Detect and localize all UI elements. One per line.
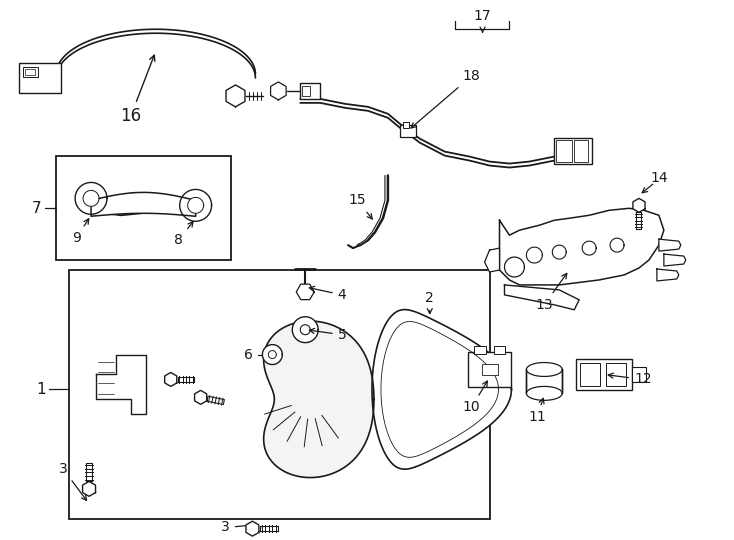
Polygon shape: [269, 350, 276, 359]
Bar: [19, 63, 61, 93]
Polygon shape: [83, 481, 95, 496]
Polygon shape: [552, 245, 566, 259]
Text: 12: 12: [608, 373, 652, 387]
Text: 3: 3: [221, 519, 230, 534]
Bar: [473, 346, 486, 354]
Text: 11: 11: [528, 399, 546, 424]
Bar: [493, 346, 506, 354]
Text: 5: 5: [309, 328, 346, 342]
Bar: [526, 369, 562, 393]
Text: 1: 1: [37, 382, 46, 397]
Bar: [403, 122, 409, 128]
Bar: [300, 83, 320, 99]
Bar: [57, 156, 230, 260]
Polygon shape: [372, 309, 512, 469]
Polygon shape: [180, 190, 211, 221]
Polygon shape: [195, 390, 207, 404]
Bar: [576, 359, 632, 390]
Text: 9: 9: [72, 219, 89, 245]
Polygon shape: [178, 377, 195, 382]
Bar: [69, 270, 490, 519]
Polygon shape: [610, 238, 624, 252]
Polygon shape: [264, 321, 374, 477]
Polygon shape: [526, 247, 542, 263]
Bar: [482, 363, 498, 375]
Bar: [302, 86, 310, 96]
Polygon shape: [260, 526, 278, 531]
Bar: [580, 362, 600, 387]
Polygon shape: [271, 82, 286, 100]
Text: 7: 7: [32, 201, 41, 216]
Text: 3: 3: [59, 462, 87, 501]
Text: 4: 4: [309, 286, 346, 302]
Polygon shape: [300, 325, 310, 335]
Text: 15: 15: [348, 193, 372, 219]
Text: 18: 18: [411, 69, 481, 128]
Polygon shape: [164, 373, 177, 387]
Bar: [23, 67, 38, 77]
Polygon shape: [96, 355, 146, 414]
Polygon shape: [504, 285, 579, 310]
Bar: [554, 138, 592, 164]
Polygon shape: [292, 317, 318, 342]
Text: 13: 13: [536, 273, 567, 312]
Polygon shape: [297, 284, 314, 300]
Polygon shape: [659, 239, 681, 251]
Bar: [606, 362, 626, 387]
Text: 2: 2: [426, 291, 434, 314]
Text: 8: 8: [174, 221, 193, 247]
Polygon shape: [226, 85, 245, 107]
Bar: [556, 140, 573, 161]
Bar: [574, 140, 588, 161]
Polygon shape: [582, 241, 596, 255]
Polygon shape: [207, 396, 225, 404]
Text: 10: 10: [463, 381, 487, 414]
Polygon shape: [500, 208, 664, 285]
Polygon shape: [83, 191, 99, 206]
Bar: [25, 69, 35, 75]
Polygon shape: [504, 257, 524, 277]
Text: 6: 6: [244, 348, 253, 362]
Polygon shape: [657, 269, 679, 281]
Text: 17: 17: [473, 9, 491, 23]
Text: 16: 16: [120, 55, 155, 125]
Polygon shape: [526, 387, 562, 400]
Polygon shape: [636, 212, 642, 229]
Bar: [400, 125, 416, 137]
Polygon shape: [664, 254, 686, 266]
Polygon shape: [484, 248, 500, 272]
Polygon shape: [246, 521, 259, 536]
Polygon shape: [87, 463, 92, 481]
Bar: [632, 367, 646, 382]
Polygon shape: [91, 192, 196, 217]
Polygon shape: [633, 198, 645, 212]
Polygon shape: [526, 362, 562, 376]
Polygon shape: [263, 345, 283, 364]
Polygon shape: [75, 183, 107, 214]
Bar: [468, 352, 512, 387]
Polygon shape: [188, 198, 203, 213]
Text: 14: 14: [650, 172, 668, 185]
